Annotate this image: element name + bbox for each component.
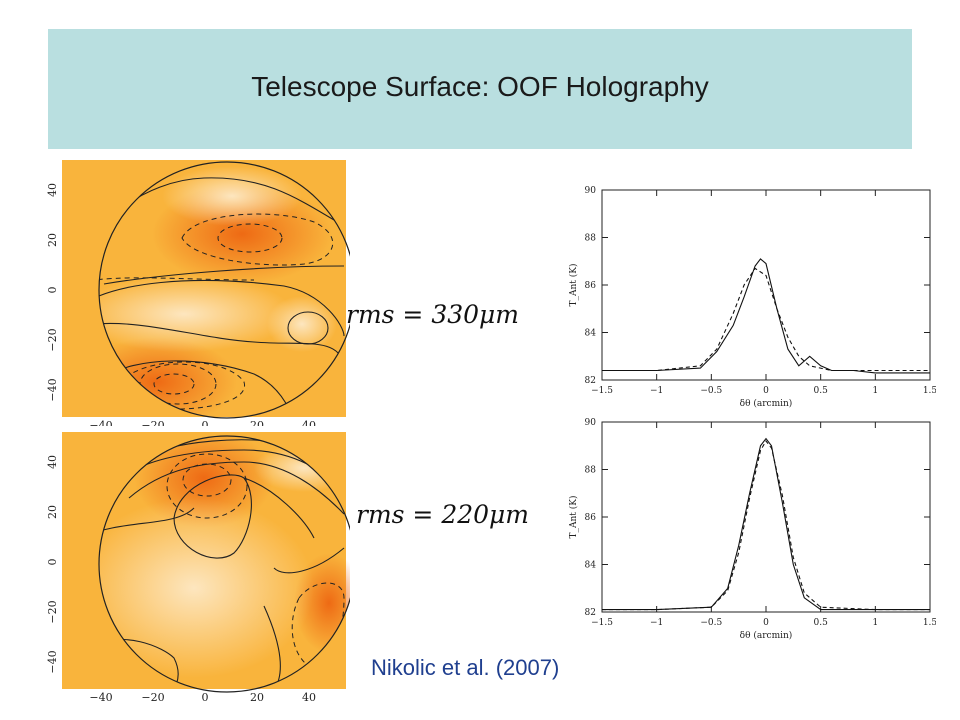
map-x-tick-label: 0 xyxy=(202,691,209,704)
y-tick-label: 86 xyxy=(585,513,597,523)
slide-title: Telescope Surface: OOF Holography xyxy=(251,71,709,102)
y-axis-label: T_Ant (K) xyxy=(568,495,579,538)
map-y-tick-label: 0 xyxy=(46,287,59,294)
measured-beam-line xyxy=(602,437,930,611)
y-axis-label: T_Ant (K) xyxy=(568,263,579,306)
y-tick-label: 90 xyxy=(585,186,597,196)
x-tick-label: 0 xyxy=(763,618,769,628)
map-x-tick-label: 0 xyxy=(202,419,209,426)
map-y-tick-label: 20 xyxy=(46,233,59,247)
y-tick-label: 84 xyxy=(585,329,597,339)
dish-outline xyxy=(98,161,350,419)
x-axis-label: δθ (arcmin) xyxy=(740,398,793,409)
x-tick-label: −1.5 xyxy=(591,386,613,396)
surface-map-bottom: 40 20 0 −20 −40 −40 −20 0 20 40 xyxy=(46,432,350,704)
x-tick-label: 0 xyxy=(763,386,769,396)
citation-caption: Nikolic et al. (2007) xyxy=(371,655,560,680)
x-tick-label: −1.5 xyxy=(591,618,613,628)
beam-profile-chart-top: 82 84 86 88 90 −1.5 −1 −0.5 0 0.5 1 1.5 δθ (arcmin) T… xyxy=(568,186,936,409)
map-y-tick-label: −20 xyxy=(46,328,59,351)
x-tick-label: 1 xyxy=(872,618,878,628)
map-y-tick-label: −20 xyxy=(46,600,59,623)
y-tick-label: 88 xyxy=(585,234,597,244)
map-y-tick-label: 0 xyxy=(46,559,59,566)
map-y-tick-label: 20 xyxy=(46,505,59,519)
title-band: Telescope Surface: OOF Holography xyxy=(48,29,912,149)
map-x-tick-label: −40 xyxy=(89,691,112,704)
x-tick-label: 1.5 xyxy=(923,386,936,396)
y-tick-label: 86 xyxy=(585,281,597,291)
y-tick-label: 90 xyxy=(585,418,597,428)
surface-map-top: 40 20 0 −20 −40 −40 −20 0 20 40 xyxy=(46,160,350,426)
map-x-tick-label: 40 xyxy=(302,691,316,704)
y-tick-label: 82 xyxy=(585,608,596,618)
map-x-tick-label: −20 xyxy=(141,691,164,704)
y-tick-label: 82 xyxy=(585,376,596,386)
plot-frame xyxy=(601,189,931,381)
x-tick-label: 1 xyxy=(872,386,878,396)
dish-outline xyxy=(98,435,350,693)
x-tick-label: −0.5 xyxy=(700,618,722,628)
map-y-tick-label: −40 xyxy=(46,650,59,673)
model-beam-line xyxy=(602,267,930,372)
rms-equation-bottom: rms = 220μm xyxy=(356,500,529,529)
rms-equation-top: rms = 330μm xyxy=(346,300,519,329)
x-axis-label: δθ (arcmin) xyxy=(740,630,793,641)
x-tick-label: 0.5 xyxy=(814,618,829,628)
model-beam-line xyxy=(602,440,930,611)
x-tick-label: −1 xyxy=(650,618,663,628)
map-y-tick-label: −40 xyxy=(46,378,59,401)
x-tick-label: −0.5 xyxy=(700,386,722,396)
map-y-tick-label: 40 xyxy=(46,455,59,469)
x-tick-label: 0.5 xyxy=(814,386,829,396)
map-x-tick-label: 40 xyxy=(302,419,316,426)
y-tick-label: 84 xyxy=(585,561,597,571)
map-x-tick-label: −40 xyxy=(89,419,112,426)
x-tick-label: 1.5 xyxy=(923,618,936,628)
x-tick-label: −1 xyxy=(650,386,663,396)
map-x-tick-label: 20 xyxy=(250,419,264,426)
map-x-tick-label: −20 xyxy=(141,419,164,426)
map-y-tick-label: 40 xyxy=(46,183,59,197)
y-tick-label: 88 xyxy=(585,466,597,476)
plot-frame xyxy=(601,421,931,613)
map-x-tick-label: 20 xyxy=(250,691,264,704)
beam-profile-chart-bottom: 82 84 86 88 90 −1.5 −1 −0.5 0 0.5 1 1.5 δθ (arcmin) T… xyxy=(568,418,936,641)
